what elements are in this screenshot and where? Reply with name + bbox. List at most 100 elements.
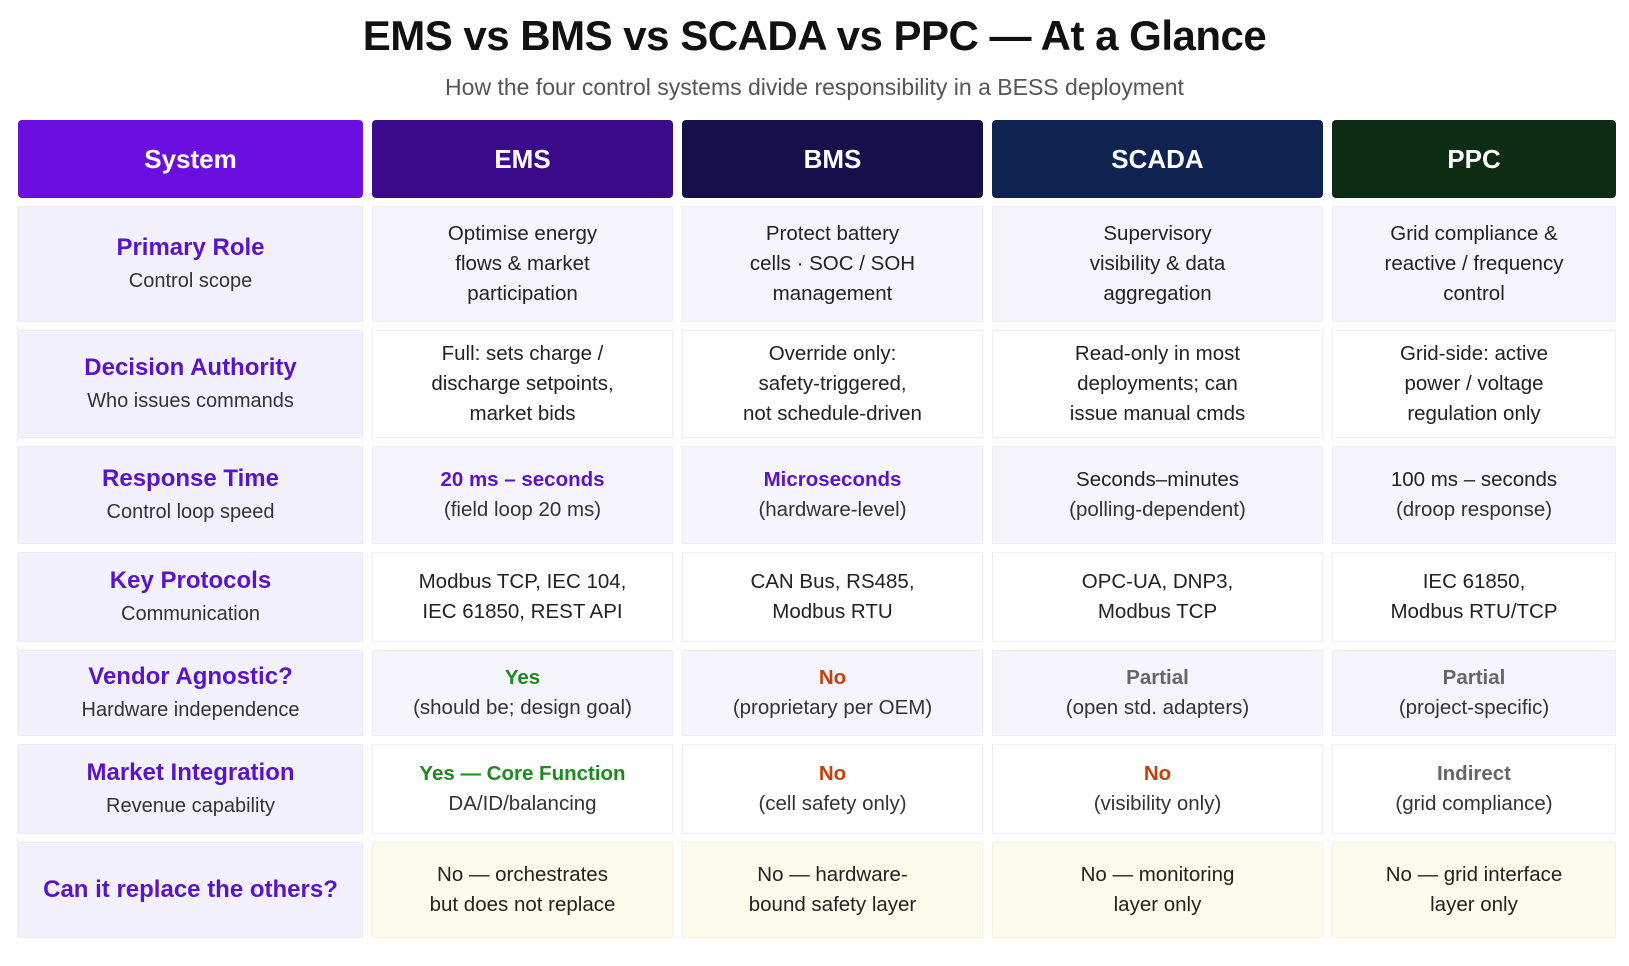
row-label-6: Can it replace the others? <box>18 842 363 938</box>
row-label-title: Response Time <box>102 465 279 492</box>
cell-text-line: management <box>772 282 893 305</box>
row-label-subtitle: Revenue capability <box>106 795 275 817</box>
cell-text-line: issue manual cmds <box>1069 402 1246 425</box>
cell-bms-row-4: No (proprietary per OEM) <box>682 650 983 736</box>
cell-headline: Seconds–minutes <box>1076 468 1239 491</box>
cell-text-line: control <box>1443 282 1505 305</box>
row-label-title: Can it replace the others? <box>43 876 338 903</box>
cell-scada-row-0: Supervisory visibility & data aggregation <box>992 206 1323 322</box>
cell-text-line: but does not replace <box>429 893 616 916</box>
cell-text-line: Protect battery <box>765 222 900 245</box>
cell-text-line: (cell safety only) <box>758 792 907 815</box>
cell-text-line: No — grid interface <box>1385 863 1563 886</box>
cell-text-line: cells · SOC / SOH <box>749 252 916 275</box>
cell-ems-row-5: Yes — Core Function DA/ID/balancing <box>372 744 673 834</box>
cell-text-line: (project-specific) <box>1398 696 1550 719</box>
cell-ems-row-0: Optimise energy flows & market participati… <box>372 206 673 322</box>
comparison-table: System EMS BMS SCADA PPC Primary Role Con… <box>18 120 1616 938</box>
cell-ems-row-1: Full: sets charge / discharge setpoints, m… <box>372 330 673 438</box>
row-label-subtitle: Control loop speed <box>106 501 275 523</box>
cell-text-line: (open std. adapters) <box>1065 696 1250 719</box>
cell-text-line: Grid-side: active <box>1399 342 1549 365</box>
cell-text-line: bound safety layer <box>748 893 917 916</box>
cell-headline: No <box>818 762 847 785</box>
cell-text-line: power / voltage <box>1404 372 1544 395</box>
row-label-subtitle: Who issues commands <box>87 390 294 412</box>
cell-text-line: Modbus RTU/TCP <box>1390 600 1558 623</box>
page-subtitle: How the four control systems divide resp… <box>445 74 1184 100</box>
cell-bms-row-0: Protect battery cells · SOC / SOH manageme… <box>682 206 983 322</box>
cell-headline: Yes — Core Function <box>419 762 626 785</box>
cell-ppc-row-5: Indirect (grid compliance) <box>1332 744 1616 834</box>
cell-text-line: market bids <box>469 402 576 425</box>
row-label-4: Vendor Agnostic? Hardware independence <box>18 650 363 736</box>
row-label-0: Primary Role Control scope <box>18 206 363 322</box>
cell-text-line: Full: sets charge / <box>441 342 604 365</box>
cell-ppc-row-2: 100 ms – seconds (droop response) <box>1332 446 1616 544</box>
row-label-1: Decision Authority Who issues commands <box>18 330 363 438</box>
cell-text-line: participation <box>467 282 578 305</box>
cell-bms-row-3: CAN Bus, RS485, Modbus RTU <box>682 552 983 642</box>
cell-bms-row-5: No (cell safety only) <box>682 744 983 834</box>
cell-scada-row-5: No (visibility only) <box>992 744 1323 834</box>
cell-text-line: DA/ID/balancing <box>448 792 597 815</box>
cell-text-line: No — monitoring <box>1080 863 1235 886</box>
cell-text-line: (grid compliance) <box>1395 792 1553 815</box>
row-label-5: Market Integration Revenue capability <box>18 744 363 834</box>
cell-scada-row-1: Read-only in most deployments; can issue m… <box>992 330 1323 438</box>
cell-text-line: Override only: <box>768 342 897 365</box>
cell-scada-row-6: No — monitoring layer only <box>992 842 1323 938</box>
cell-text-line: layer only <box>1430 893 1518 916</box>
cell-text-line: Modbus TCP, IEC 104, <box>418 570 627 593</box>
cell-headline: 100 ms – seconds <box>1390 468 1558 491</box>
cell-scada-row-2: Seconds–minutes (polling-dependent) <box>992 446 1323 544</box>
cell-headline: No <box>1143 762 1172 785</box>
cell-ppc-row-1: Grid-side: active power / voltage regulati… <box>1332 330 1616 438</box>
cell-headline: Partial <box>1126 666 1189 689</box>
row-label-subtitle: Hardware independence <box>81 699 300 721</box>
cell-scada-row-4: Partial (open std. adapters) <box>992 650 1323 736</box>
cell-text-line: not schedule-driven <box>743 402 922 425</box>
cell-ems-row-3: Modbus TCP, IEC 104, IEC 61850, REST API <box>372 552 673 642</box>
cell-text-line: regulation only <box>1407 402 1541 425</box>
cell-text-line: visibility & data <box>1089 252 1226 275</box>
header-ppc: PPC <box>1332 120 1616 198</box>
row-label-title: Vendor Agnostic? <box>88 663 293 690</box>
header-scada: SCADA <box>992 120 1323 198</box>
cell-text-line: IEC 61850, <box>1422 570 1526 593</box>
cell-headline: Indirect <box>1436 762 1512 785</box>
cell-text-line: (polling-dependent) <box>1069 498 1246 521</box>
cell-text-line: IEC 61850, REST API <box>422 600 623 623</box>
page-title: EMS vs BMS vs SCADA vs PPC — At a Glance <box>362 12 1267 59</box>
cell-text-line: No — orchestrates <box>437 863 608 886</box>
cell-text-line: aggregation <box>1103 282 1212 305</box>
cell-headline: 20 ms – seconds <box>440 468 605 491</box>
row-label-title: Decision Authority <box>84 354 297 381</box>
cell-text-line: Modbus TCP <box>1097 600 1218 623</box>
cell-headline: Yes <box>504 666 541 689</box>
cell-text-line: (visibility only) <box>1093 792 1222 815</box>
cell-scada-row-3: OPC-UA, DNP3, Modbus TCP <box>992 552 1323 642</box>
row-label-3: Key Protocols Communication <box>18 552 363 642</box>
cell-ems-row-2: 20 ms – seconds (field loop 20 ms) <box>372 446 673 544</box>
header-system: System <box>18 120 363 198</box>
cell-text-line: CAN Bus, RS485, <box>750 570 915 593</box>
row-label-title: Primary Role <box>116 234 265 261</box>
cell-bms-row-6: No — hardware-bound safety layer <box>682 842 983 938</box>
header-bms: BMS <box>682 120 983 198</box>
cell-text-line: layer only <box>1113 893 1202 916</box>
cell-text-line: deployments; can <box>1077 372 1238 395</box>
cell-ppc-row-0: Grid compliance & reactive / frequency con… <box>1332 206 1616 322</box>
row-label-title: Key Protocols <box>109 567 272 594</box>
cell-text-line: safety-triggered, <box>758 372 907 395</box>
row-label-subtitle: Control scope <box>128 270 253 292</box>
cell-text-line: No — hardware- <box>757 863 908 886</box>
cell-text-line: Modbus RTU <box>772 600 893 623</box>
cell-text-line: flows & market <box>455 252 590 275</box>
cell-text-line: (hardware-level) <box>758 498 907 521</box>
cell-bms-row-2: Microseconds (hardware-level) <box>682 446 983 544</box>
cell-ppc-row-6: No — grid interface layer only <box>1332 842 1616 938</box>
cell-text-line: Read-only in most <box>1074 342 1241 365</box>
cell-ppc-row-4: Partial (project-specific) <box>1332 650 1616 736</box>
cell-text-line: Grid compliance & <box>1390 222 1558 245</box>
